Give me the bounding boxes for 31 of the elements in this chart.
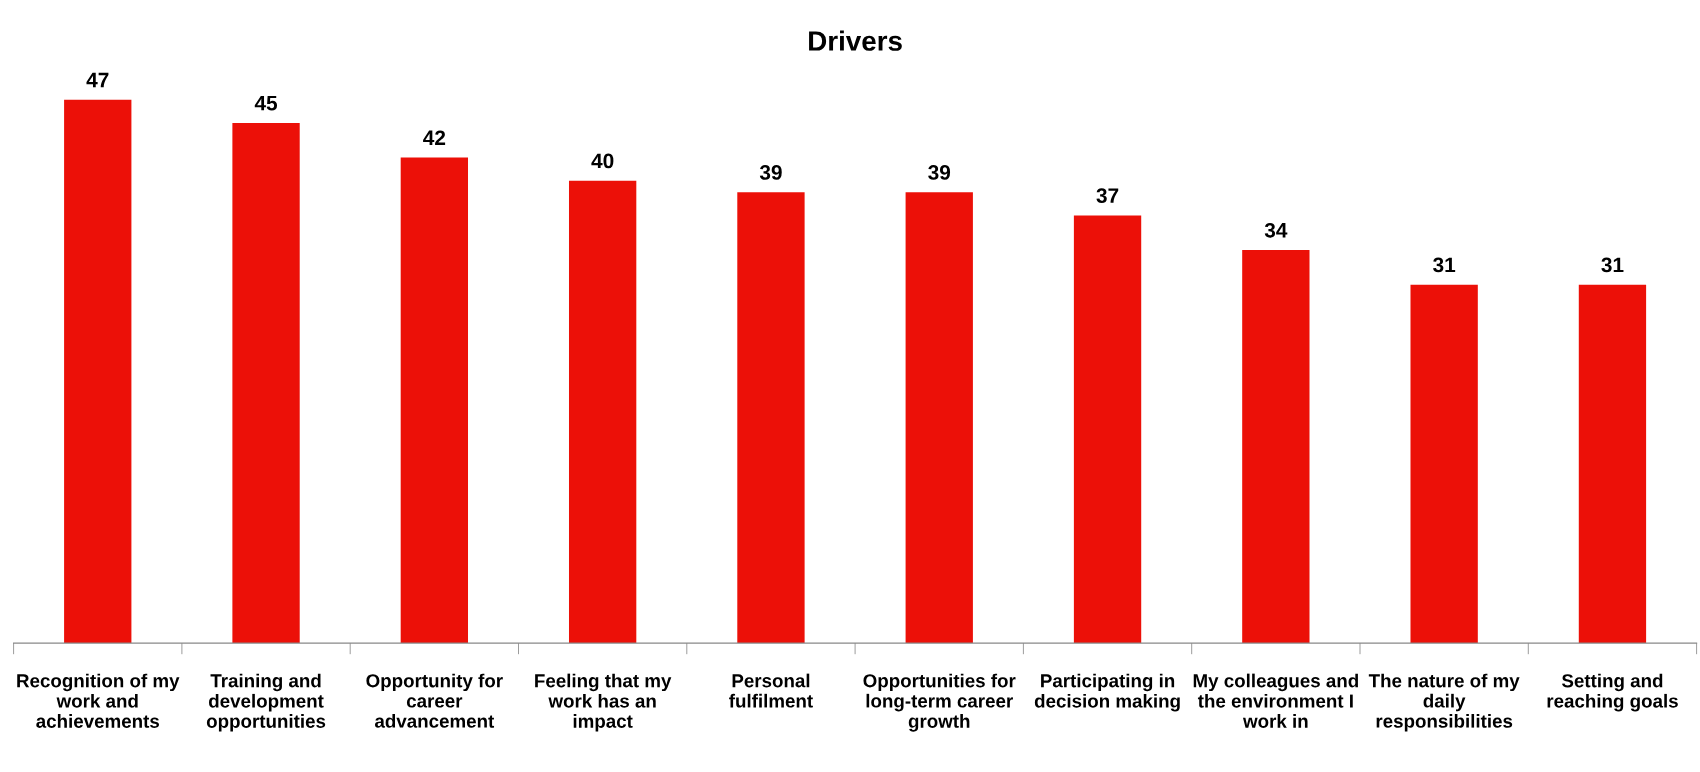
chart-title: Drivers <box>809 30 902 51</box>
bar <box>1410 284 1478 644</box>
bar <box>568 180 637 644</box>
data-label: 31 <box>1601 257 1624 273</box>
bar <box>232 122 300 644</box>
bar <box>64 99 132 644</box>
x-tick-label: Opportunities for long-term career growth <box>863 673 1016 732</box>
x-tick-label: Recognition of my work and achievements <box>17 673 180 728</box>
data-label: 37 <box>1096 188 1119 203</box>
x-tick-label: The nature of my daily responsibilities <box>1368 673 1520 732</box>
x-tick-label: Opportunity for career advancement <box>366 673 503 728</box>
data-label: 40 <box>591 153 614 169</box>
bar <box>737 192 805 644</box>
bar <box>905 192 973 644</box>
bar <box>1242 250 1310 644</box>
data-label: 45 <box>254 95 278 111</box>
data-label: 39 <box>928 165 951 180</box>
x-tick-label: Training and development opportunities <box>206 673 326 732</box>
bar <box>1073 215 1142 644</box>
x-tick-label: Setting and reaching goals <box>1547 673 1678 712</box>
x-tick-label: Feeling that my work has an impact <box>535 673 672 732</box>
data-label: 42 <box>423 130 446 145</box>
data-label: 47 <box>86 72 109 88</box>
bar <box>1578 284 1647 644</box>
data-label: 34 <box>1264 222 1288 238</box>
x-tick-label: My colleagues and the environment I work in <box>1193 673 1358 728</box>
data-label: 31 <box>1433 257 1456 273</box>
data-label: 39 <box>759 165 782 180</box>
x-tick-label: Personal fulfilment <box>729 673 813 708</box>
x-tick-label: Participating in decision making <box>1034 673 1180 712</box>
bar <box>400 157 469 644</box>
